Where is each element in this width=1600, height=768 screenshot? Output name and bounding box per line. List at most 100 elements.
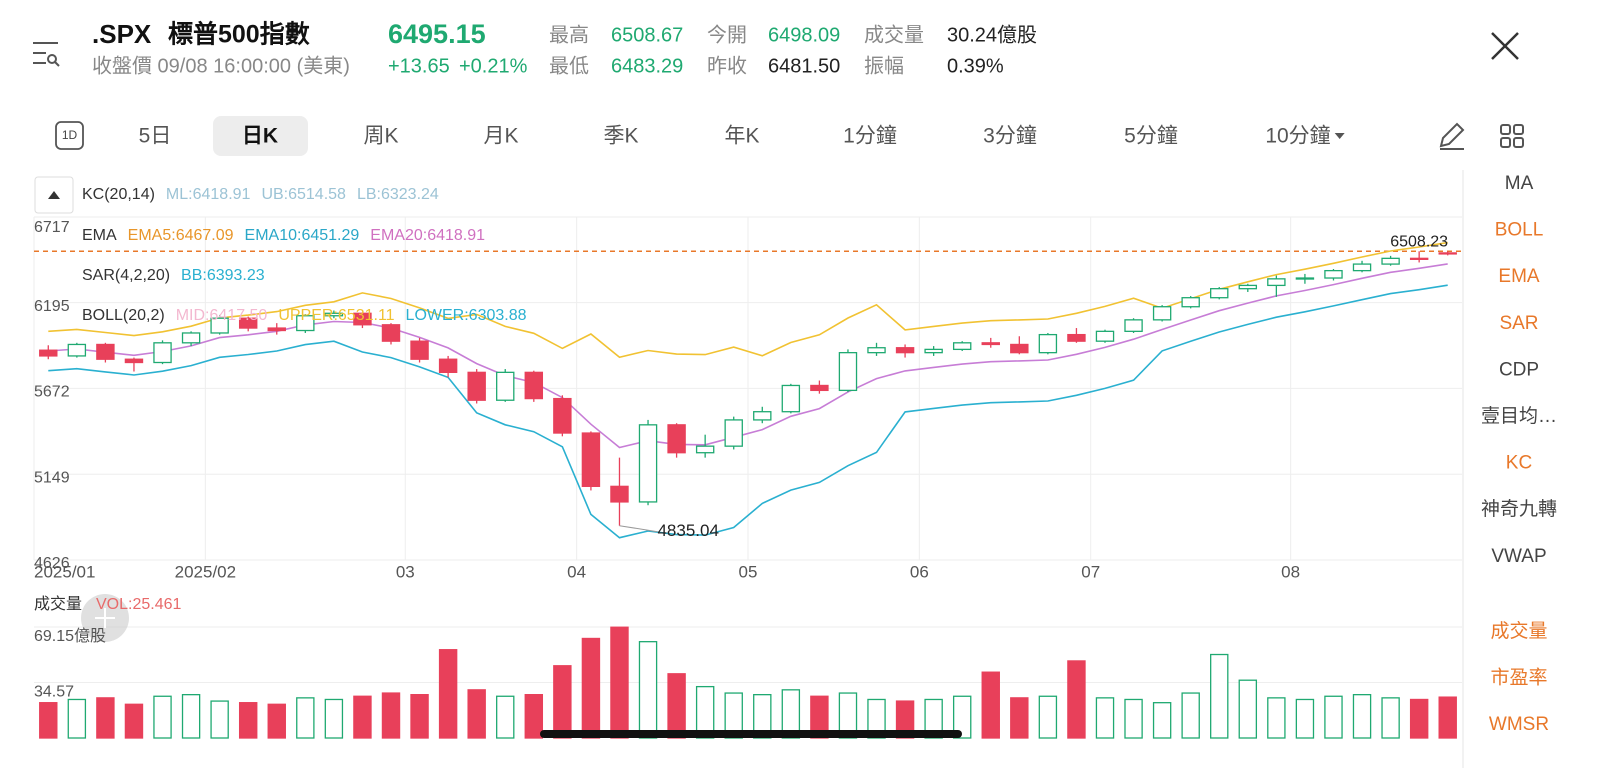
indicator-option[interactable]: CDP <box>1499 359 1539 380</box>
indicator-legend: EMA20:6418.91 <box>370 227 485 244</box>
change: +13.65 <box>388 55 450 77</box>
indicator-legend: MID:6417.50 <box>176 307 268 324</box>
candle-body <box>581 432 601 487</box>
candle-body <box>924 348 943 354</box>
menu-icon[interactable] <box>33 42 60 67</box>
x-tick-label: 08 <box>1281 562 1300 581</box>
candle-body <box>438 358 458 373</box>
candle-body <box>1095 330 1115 342</box>
volume-bar <box>467 689 486 739</box>
y-tick-label: 5672 <box>34 384 70 401</box>
volume-bar <box>210 700 229 739</box>
volume-bar <box>381 692 401 739</box>
period-tab[interactable]: 季K <box>603 125 638 148</box>
period-tab[interactable]: 1分鐘 <box>843 125 897 148</box>
period-tab[interactable]: 年K <box>724 125 759 148</box>
x-tick-label: 03 <box>396 562 415 581</box>
period-tab[interactable]: 5日 <box>139 125 172 148</box>
plot-layer <box>33 216 1462 739</box>
candle-body <box>153 342 172 364</box>
candle-body <box>238 317 258 329</box>
indicator-legend: BB:6393.23 <box>181 267 265 284</box>
volume-bar <box>610 626 629 739</box>
volume-bar <box>1010 697 1029 739</box>
stat-label: 成交量 <box>864 23 924 46</box>
draw-icon[interactable] <box>1439 122 1465 150</box>
indicator-option[interactable]: SAR <box>1499 313 1538 334</box>
indicator-option[interactable]: VWAP <box>1491 546 1546 567</box>
candle-body <box>1010 343 1029 354</box>
x-tick-label: 2025/01 <box>34 562 95 581</box>
indicator-legend: UPPER:6531.11 <box>278 307 394 324</box>
volume-bar <box>553 665 572 739</box>
volume-bar <box>1409 698 1429 739</box>
stat-label: 昨收 <box>707 54 747 77</box>
period-tab[interactable]: 5分鐘 <box>1124 125 1178 148</box>
volume-bar <box>638 641 658 739</box>
candle-body <box>124 358 144 364</box>
candle-body <box>638 424 658 503</box>
candle-body <box>753 411 772 421</box>
stat-label: 最高 <box>549 23 589 46</box>
indicator-legend: EMA5:6467.09 <box>128 227 234 244</box>
period-icon[interactable] <box>55 121 84 150</box>
candle-body <box>96 343 115 360</box>
candle-body <box>1181 297 1200 308</box>
volume-bar <box>96 697 115 739</box>
indicator-option[interactable]: 壹目均… <box>1481 405 1557 427</box>
indicator-option[interactable]: 成交量 <box>1490 620 1547 642</box>
candle-body <box>810 384 829 392</box>
y-tick-label: 6195 <box>34 298 70 315</box>
candle-body <box>296 315 315 332</box>
indicator-option[interactable]: 神奇九轉 <box>1481 498 1557 520</box>
candle-body <box>1238 284 1258 290</box>
grid-icon[interactable] <box>1500 124 1524 148</box>
volume-bar <box>124 703 144 739</box>
indicator-option[interactable]: WMSR <box>1489 714 1549 735</box>
volume-bar <box>1381 697 1400 739</box>
indicator-option[interactable]: KC <box>1506 453 1532 474</box>
period-tab[interactable]: 月K <box>483 125 518 148</box>
candle-body <box>324 312 344 317</box>
stat-value: 6483.29 <box>611 55 683 77</box>
period-tab[interactable]: 10分鐘 <box>1265 125 1330 148</box>
stat-value: 0.39% <box>947 55 1004 77</box>
volume-bar <box>1095 697 1115 739</box>
candle-body <box>1295 277 1315 280</box>
symbol-name: 標普500指數 <box>168 20 310 49</box>
period-tab[interactable]: 周K <box>363 125 398 148</box>
period-tab[interactable]: 日K <box>242 125 278 148</box>
y-tick-label: 34.57 <box>34 684 74 701</box>
candle-body <box>1324 269 1343 279</box>
stat-value: 6508.67 <box>611 24 683 46</box>
indicator-option[interactable]: 市盈率 <box>1490 667 1547 689</box>
status: 收盤價 09/08 16:00:00 (美東) <box>92 54 350 77</box>
x-tick-label: 07 <box>1081 562 1100 581</box>
candle-body <box>781 384 801 413</box>
indicator-legend: EMA <box>82 227 117 244</box>
volume-bar <box>1238 679 1258 739</box>
volume-bar <box>1438 696 1457 739</box>
indicator-legend: LB:6323.24 <box>357 186 439 203</box>
change-pct: +0.21% <box>459 55 528 77</box>
period-tab[interactable]: 3分鐘 <box>983 125 1037 148</box>
volume-legend: VOL:25.461 <box>96 596 182 613</box>
min-label: 4835.04 <box>657 521 718 540</box>
volume-bar <box>410 694 429 739</box>
period-icon-text: 1D <box>62 128 78 142</box>
volume-bar <box>1038 695 1058 739</box>
candle-body <box>410 340 429 360</box>
volume-bar <box>667 673 686 739</box>
close-button[interactable] <box>1491 32 1519 60</box>
indicator-option[interactable]: BOLL <box>1495 220 1544 241</box>
dropdown-arrow <box>1334 133 1345 139</box>
indicator-legend: LOWER:6303.88 <box>406 307 527 324</box>
x-tick-label: 04 <box>567 562 586 581</box>
y-tick-label: 69.15億股 <box>34 627 106 645</box>
candle-body <box>353 312 372 326</box>
candle-body <box>553 397 572 434</box>
indicator-option[interactable]: EMA <box>1498 266 1540 287</box>
indicator-option[interactable]: MA <box>1505 173 1534 194</box>
volume-bar <box>67 698 87 739</box>
